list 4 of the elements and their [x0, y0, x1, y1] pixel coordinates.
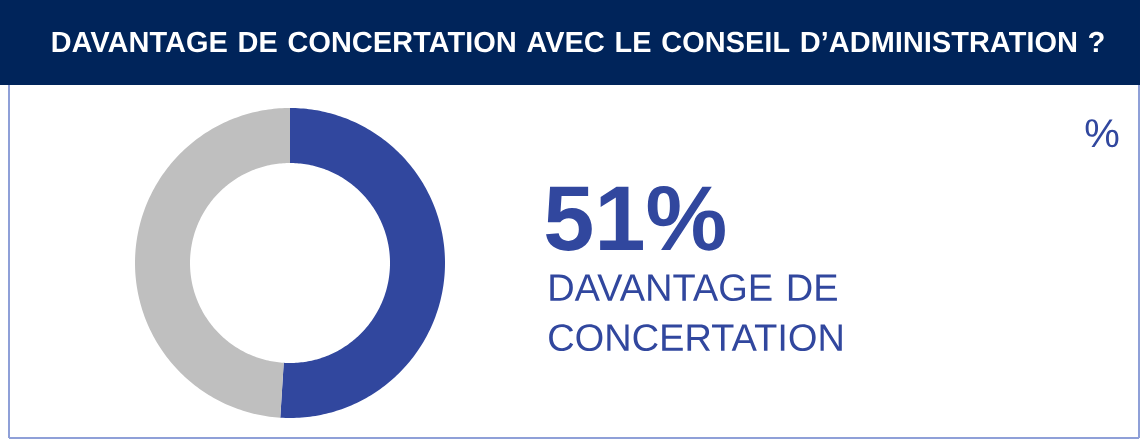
- data-label: 51%: [546, 185, 725, 251]
- text: %: [1085, 119, 1119, 148]
- chart-title: DAVANTAGE DE CONCERTATION AVEC LE CONSEIL D’ADMINISTRATION ?: [52, 31, 1104, 53]
- slice-label: DAVANTAGE DE CONCERTATION: [549, 274, 842, 352]
